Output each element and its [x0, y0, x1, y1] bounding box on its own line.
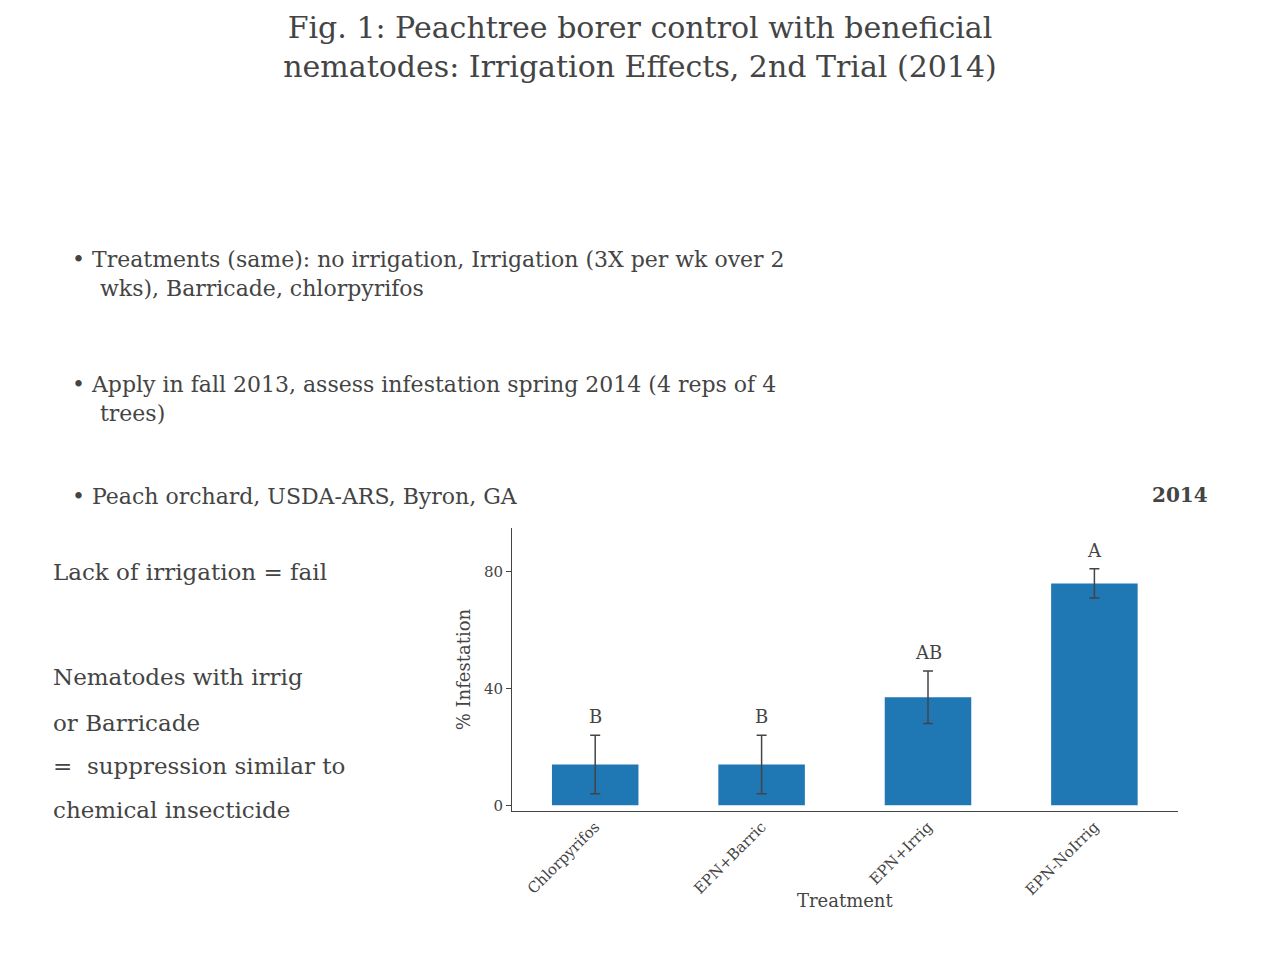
svg-text:chemical insecticide: chemical insecticide	[53, 797, 290, 823]
svg-text:2014: 2014	[1152, 483, 1208, 507]
svg-text:• Treatments (same): no irriga: • Treatments (same): no irrigation, Irri…	[72, 247, 785, 301]
svg-text:Fig. 1: Peachtree borer contro: Fig. 1: Peachtree borer control with ben…	[283, 10, 996, 84]
svg-text:B: B	[755, 706, 768, 727]
svg-text:% Infestation: % Infestation	[453, 608, 474, 730]
svg-text:• Apply in fall 2013, assess i: • Apply in fall 2013, assess infestation…	[72, 372, 776, 426]
svg-text:0: 0	[493, 797, 503, 815]
svg-text:Treatment: Treatment	[797, 890, 894, 911]
svg-text:EPN+Barric: EPN+Barric	[690, 818, 769, 897]
svg-text:Lack of irrigation = fail: Lack of irrigation = fail	[53, 559, 327, 585]
svg-text:EPN+Irrig: EPN+Irrig	[866, 818, 937, 889]
svg-text:AB: AB	[915, 642, 942, 663]
svg-text:= suppression similar to: = suppression similar to	[53, 753, 345, 779]
svg-text:A: A	[1087, 540, 1102, 561]
svg-text:Nematodes with irrig: Nematodes with irrig	[53, 664, 303, 690]
svg-text:• Peach orchard, USDA-ARS, Byr: • Peach orchard, USDA-ARS, Byron, GA	[72, 484, 518, 509]
svg-text:Chlorpyrifos: Chlorpyrifos	[524, 818, 604, 898]
svg-text:or Barricade: or Barricade	[53, 710, 200, 736]
svg-text:40: 40	[484, 680, 503, 698]
svg-text:80: 80	[484, 563, 503, 581]
svg-text:EPN-NoIrrig: EPN-NoIrrig	[1022, 818, 1103, 899]
svg-text:B: B	[589, 706, 602, 727]
